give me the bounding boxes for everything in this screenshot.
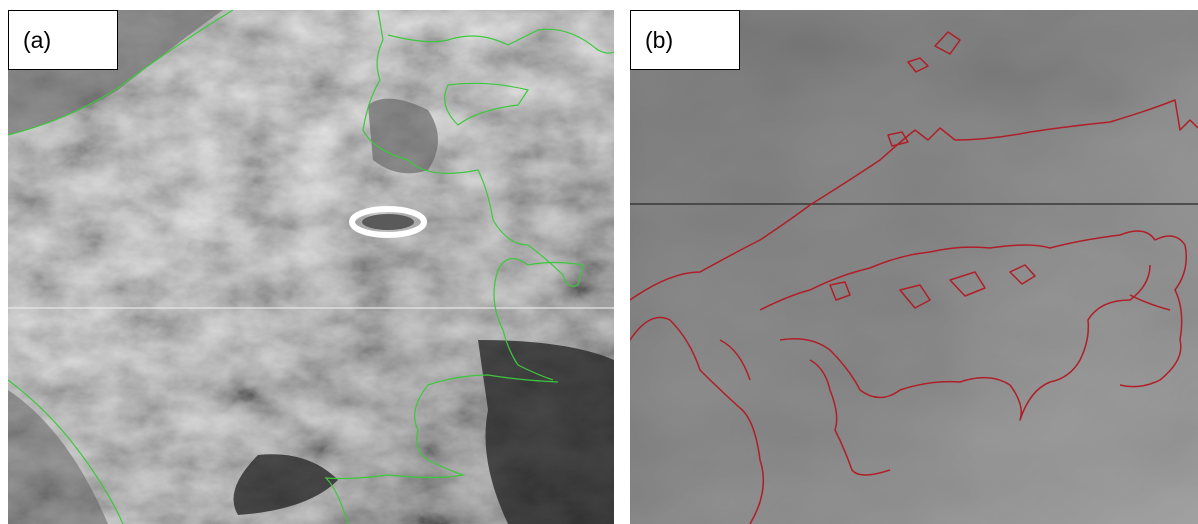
satellite-image-a [8, 10, 614, 524]
coastline-overlay-a [8, 10, 614, 524]
satellite-image-b [630, 10, 1198, 524]
panel-a: (a) [8, 10, 614, 524]
panel-label-a: (a) [8, 10, 118, 70]
panel-label-b: (b) [630, 10, 740, 70]
panel-b: (b) [630, 10, 1198, 524]
coastline-overlay-b [630, 31, 1198, 524]
